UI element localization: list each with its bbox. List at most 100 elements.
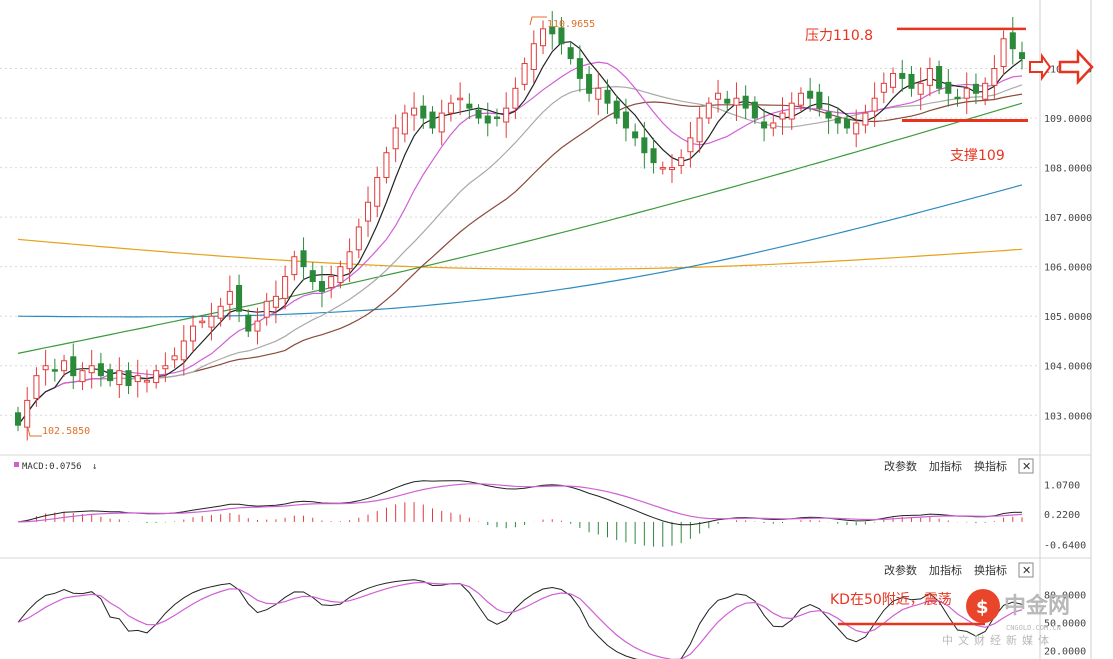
candle xyxy=(457,97,464,101)
kd-controls[interactable]: 改参数 加指标 换指标 ✕ xyxy=(884,562,1034,578)
candle xyxy=(300,250,307,268)
svg-text:$: $ xyxy=(976,597,989,618)
candle xyxy=(70,356,77,377)
candle xyxy=(420,105,427,119)
candle xyxy=(411,107,418,116)
candle xyxy=(466,103,473,109)
candle xyxy=(807,90,814,99)
candle xyxy=(770,122,777,129)
change-params-button[interactable]: 改参数 xyxy=(884,563,917,577)
candle xyxy=(88,365,95,374)
candle xyxy=(982,82,989,100)
candle xyxy=(189,325,197,342)
candle xyxy=(51,369,58,372)
kd-tick-label: 50.0000 xyxy=(1044,618,1086,629)
low-marker-label: 102.5850 xyxy=(42,426,90,437)
switch-indicator-button[interactable]: 换指标 xyxy=(974,459,1007,473)
kd-d-line xyxy=(17,581,1023,659)
change-params-button[interactable]: 改参数 xyxy=(884,459,917,473)
close-icon[interactable]: ✕ xyxy=(1022,460,1031,473)
candle xyxy=(475,109,482,119)
support-annotation: 支撑109 xyxy=(902,119,1028,164)
candle xyxy=(383,152,390,178)
candle xyxy=(659,167,666,170)
close-panel-button[interactable] xyxy=(1018,562,1034,578)
resistance-annotation: 压力110.8 xyxy=(805,27,1026,44)
candle xyxy=(107,369,114,382)
kd-tick-label: 80.0000 xyxy=(1044,590,1086,601)
candle xyxy=(503,107,510,123)
candle xyxy=(567,47,574,60)
candle xyxy=(586,73,593,94)
low-marker: 102.5850 xyxy=(27,426,90,437)
down-arrow-icon: ↓ xyxy=(92,462,97,472)
candle xyxy=(493,116,501,120)
candle xyxy=(724,98,731,104)
candle xyxy=(153,370,160,384)
kd-tick-label: 20.0000 xyxy=(1044,646,1086,657)
switch-indicator-button[interactable]: 换指标 xyxy=(974,563,1007,577)
candle xyxy=(899,72,906,79)
candle xyxy=(61,360,68,372)
macd-dif-line xyxy=(17,480,1023,526)
candle xyxy=(328,276,335,288)
candle xyxy=(1000,38,1007,68)
close-panel-button[interactable] xyxy=(1018,458,1034,474)
candle xyxy=(705,102,712,119)
candle xyxy=(272,295,279,308)
candle xyxy=(282,276,289,299)
candle xyxy=(641,137,648,154)
arrow-icon xyxy=(1029,48,1094,86)
macd-tick-label: 1.0700 xyxy=(1044,480,1080,491)
candle xyxy=(604,89,611,104)
macd-panel: MACD:0.0756 ↓ 1.0700 0.2200 -0.6400 xyxy=(14,462,1086,551)
ma-60-line xyxy=(17,102,1023,354)
candle xyxy=(622,111,629,129)
candle xyxy=(199,320,206,324)
macd-label: MACD:0.0756 xyxy=(22,462,82,472)
candle xyxy=(355,226,362,251)
price-tick-label: 103.0000 xyxy=(1044,411,1092,422)
candle xyxy=(14,412,22,426)
candle xyxy=(291,256,298,276)
candle xyxy=(143,380,150,383)
add-indicator-button[interactable]: 加指标 xyxy=(929,459,962,473)
watermark-url: CNGOLD.COM.CN xyxy=(1006,624,1061,632)
support-label: 支撑109 xyxy=(950,148,1005,164)
ma-20-line xyxy=(17,84,1023,426)
kd-series xyxy=(17,579,1023,659)
macd-series xyxy=(17,480,1023,547)
candle xyxy=(24,399,31,428)
add-indicator-button[interactable]: 加指标 xyxy=(929,563,962,577)
high-marker: 110.9655 xyxy=(529,16,595,30)
candle xyxy=(42,365,49,371)
candle xyxy=(687,137,694,153)
macd-controls[interactable]: 改参数 加指标 换指标 ✕ xyxy=(884,458,1034,474)
candle xyxy=(97,363,104,377)
candle xyxy=(751,101,758,119)
candle xyxy=(530,43,537,70)
candle xyxy=(880,82,887,93)
watermark-brand: 中金网 xyxy=(1004,593,1070,619)
candle xyxy=(392,127,399,150)
resistance-label: 压力110.8 xyxy=(805,28,873,44)
candle xyxy=(945,81,952,94)
candle xyxy=(972,83,979,94)
candle xyxy=(521,63,528,85)
moving-averages xyxy=(17,41,1023,426)
candle xyxy=(125,370,132,387)
close-icon[interactable]: ✕ xyxy=(1022,564,1031,577)
macd-legend-swatch xyxy=(14,462,19,467)
candle xyxy=(843,118,851,129)
candle xyxy=(429,111,436,129)
candle xyxy=(512,87,519,109)
kd-axis: 80.0000 50.0000 20.0000 xyxy=(1044,590,1086,657)
high-marker-label: 110.9655 xyxy=(547,19,595,30)
candle xyxy=(797,92,804,106)
macd-tick-label: -0.6400 xyxy=(1044,540,1086,551)
candle xyxy=(180,340,187,361)
candle xyxy=(742,95,749,109)
candle xyxy=(208,315,215,328)
candle xyxy=(484,115,491,124)
